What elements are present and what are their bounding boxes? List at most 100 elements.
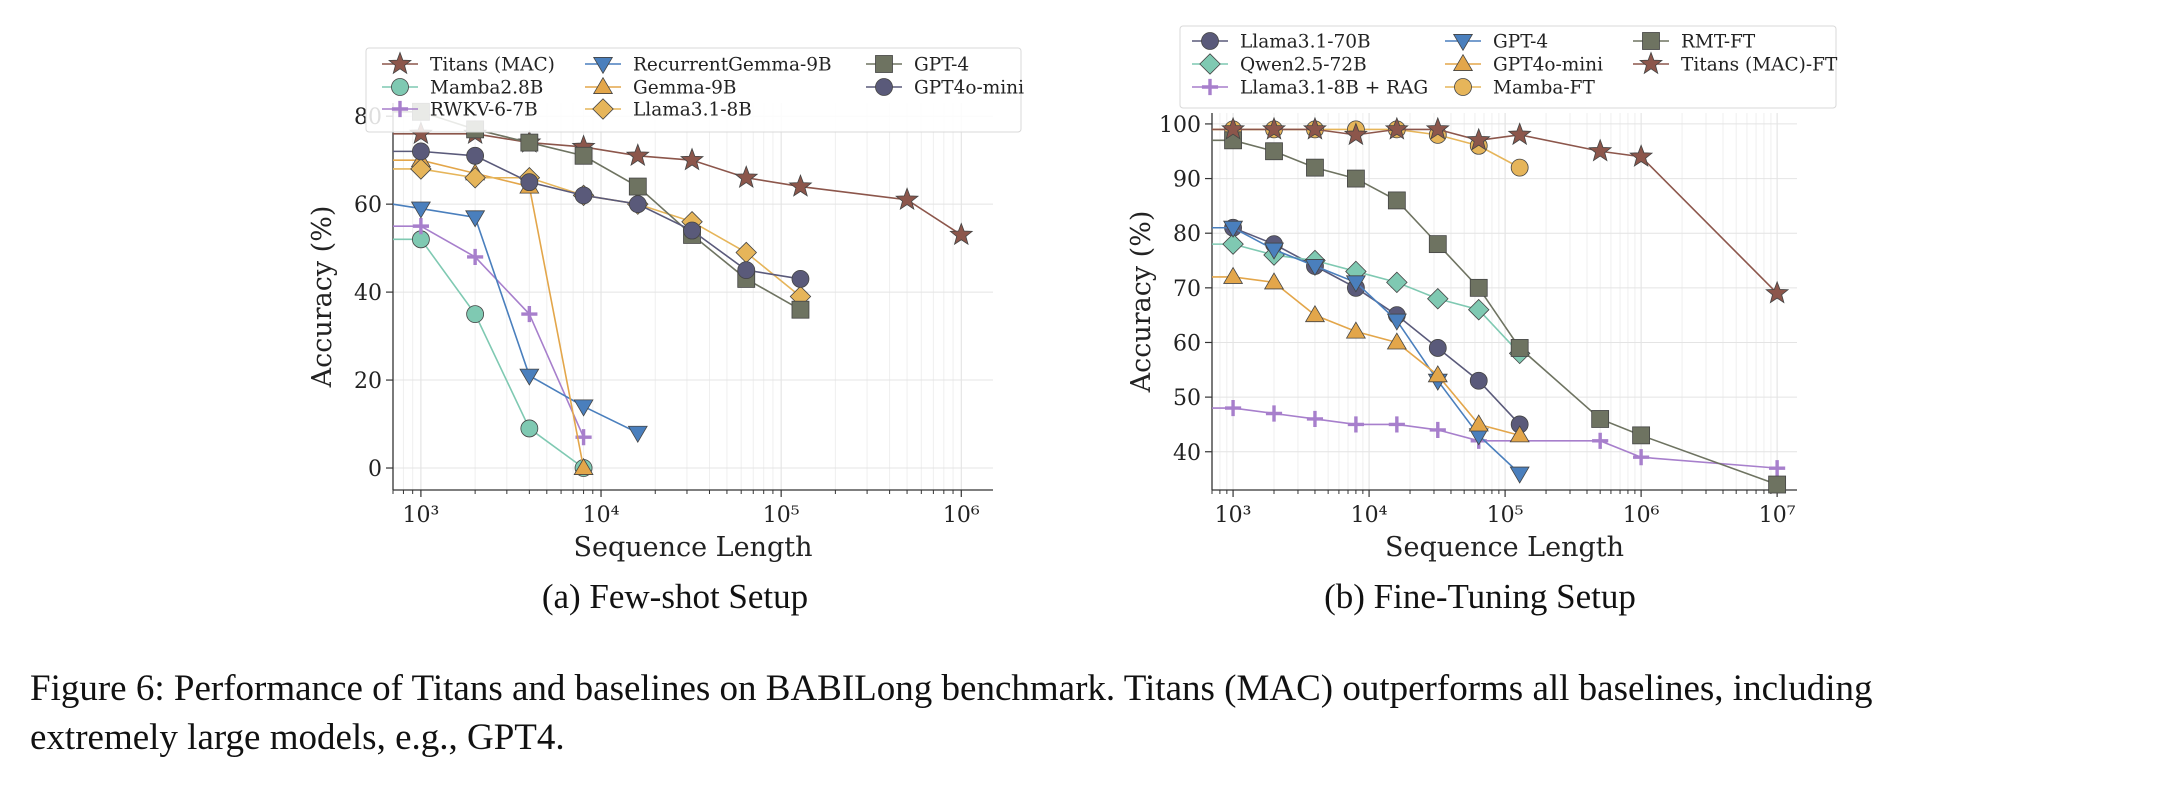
data-point — [1509, 425, 1530, 443]
data-point — [573, 399, 594, 417]
data-point — [1428, 339, 1447, 357]
data-point — [1223, 220, 1244, 238]
data-point — [627, 425, 648, 443]
legend-label: GPT-4 — [914, 55, 969, 76]
data-point — [1224, 399, 1242, 417]
data-point — [949, 222, 974, 246]
series-gpt4o-mini — [393, 142, 810, 288]
data-point — [737, 261, 756, 280]
data-point — [734, 165, 759, 188]
data-point — [1265, 405, 1283, 422]
data-point — [1429, 421, 1446, 438]
legend-label: Gemma-9B — [633, 78, 736, 99]
series-gpt4o-mini — [1212, 266, 1530, 443]
data-point — [464, 166, 486, 189]
data-point — [625, 143, 650, 166]
x-axis-label: Sequence Length — [1385, 532, 1624, 563]
x-axis-label: Sequence Length — [573, 532, 812, 563]
legend-marker — [1452, 34, 1474, 52]
data-point — [1345, 321, 1366, 339]
series-gemma-9b — [393, 150, 594, 475]
x-tick-label: 10⁷ — [1759, 503, 1796, 528]
legend-item: RecurrentGemma-9B — [585, 55, 832, 76]
data-point — [1386, 313, 1407, 331]
data-point — [1469, 278, 1488, 297]
data-point — [1221, 116, 1246, 140]
data-point — [683, 221, 701, 240]
series-recurrentgemma-9b — [392, 201, 648, 443]
data-point — [1384, 116, 1409, 140]
legend-item: Llama3.1-70B — [1192, 32, 1371, 53]
legend-item: Qwen2.5-72B — [1192, 53, 1367, 76]
data-point — [1428, 235, 1447, 254]
data-point — [1343, 122, 1368, 146]
data-point — [1222, 233, 1244, 255]
grid — [1211, 113, 1797, 490]
series-titans-mac-ft — [1212, 116, 1790, 304]
data-point — [1510, 158, 1529, 177]
x-tick-label: 10³ — [402, 503, 439, 528]
y-axis-label: Accuracy (%) — [307, 206, 338, 389]
data-point — [519, 368, 540, 386]
data-point — [412, 142, 430, 161]
legend-box — [1179, 25, 1837, 109]
legend-label: Mamba2.8B — [430, 78, 543, 99]
data-point — [788, 173, 813, 197]
legend-marker — [1639, 51, 1663, 75]
data-point — [574, 186, 593, 205]
data-point — [1263, 242, 1285, 260]
data-point — [467, 248, 484, 265]
data-point — [1467, 298, 1490, 321]
legend-item: Gemma-9B — [585, 76, 736, 99]
y-tick-label: 70 — [1173, 277, 1201, 302]
chart-few-shot: 10³10⁴10⁵10⁶020406080Sequence LengthAccu… — [307, 47, 1024, 563]
legend-item: GPT4o-mini — [866, 78, 1024, 99]
data-point — [895, 187, 920, 210]
legend-box — [365, 47, 1022, 133]
x-tick-label: 10⁴ — [1351, 503, 1388, 528]
data-point — [1510, 339, 1529, 357]
legend-label: GPT4o-mini — [914, 78, 1024, 99]
data-point — [1632, 426, 1651, 445]
data-point — [520, 419, 539, 438]
x-tick-label: 10⁶ — [1623, 503, 1660, 528]
legend-item: Llama3.1-8B — [585, 98, 752, 121]
data-point — [1468, 414, 1489, 432]
data-point — [1345, 275, 1366, 293]
legend-label: Llama3.1-70B — [1240, 32, 1371, 53]
y-tick-label: 20 — [354, 369, 382, 394]
legend-marker — [1642, 32, 1660, 50]
data-point — [573, 457, 594, 475]
data-point — [520, 173, 539, 192]
legend-marker — [1199, 53, 1221, 75]
legend-item: RMT-FT — [1633, 32, 1756, 53]
data-point — [1302, 116, 1327, 140]
subcaption-few-shot: (a) Few-shot Setup — [542, 577, 808, 616]
data-point — [1629, 144, 1654, 167]
data-point — [465, 210, 486, 228]
series-line — [1212, 226, 1521, 425]
data-point — [1347, 416, 1364, 433]
data-point — [1768, 475, 1787, 494]
series-line — [1212, 243, 1521, 354]
data-point — [1509, 466, 1530, 484]
data-point — [1223, 266, 1244, 284]
series-gpt-4 — [1212, 220, 1530, 484]
series-line — [1212, 139, 1778, 486]
legend-label: Mamba-FT — [1493, 78, 1595, 99]
data-point — [1388, 416, 1405, 433]
legend-item: GPT-4 — [866, 55, 969, 76]
legend-label: GPT4o-mini — [1493, 55, 1603, 76]
legend-marker — [875, 78, 893, 96]
data-point — [1304, 259, 1326, 277]
series-titans-mac — [393, 121, 974, 246]
y-axis-label: Accuracy (%) — [1126, 211, 1157, 394]
series-rwkv-6-7b — [393, 218, 592, 446]
data-point — [1469, 371, 1488, 390]
data-point — [1387, 191, 1406, 210]
data-point — [574, 146, 593, 165]
data-point — [1507, 122, 1532, 146]
legend-marker — [592, 76, 614, 94]
data-point — [1347, 169, 1365, 188]
